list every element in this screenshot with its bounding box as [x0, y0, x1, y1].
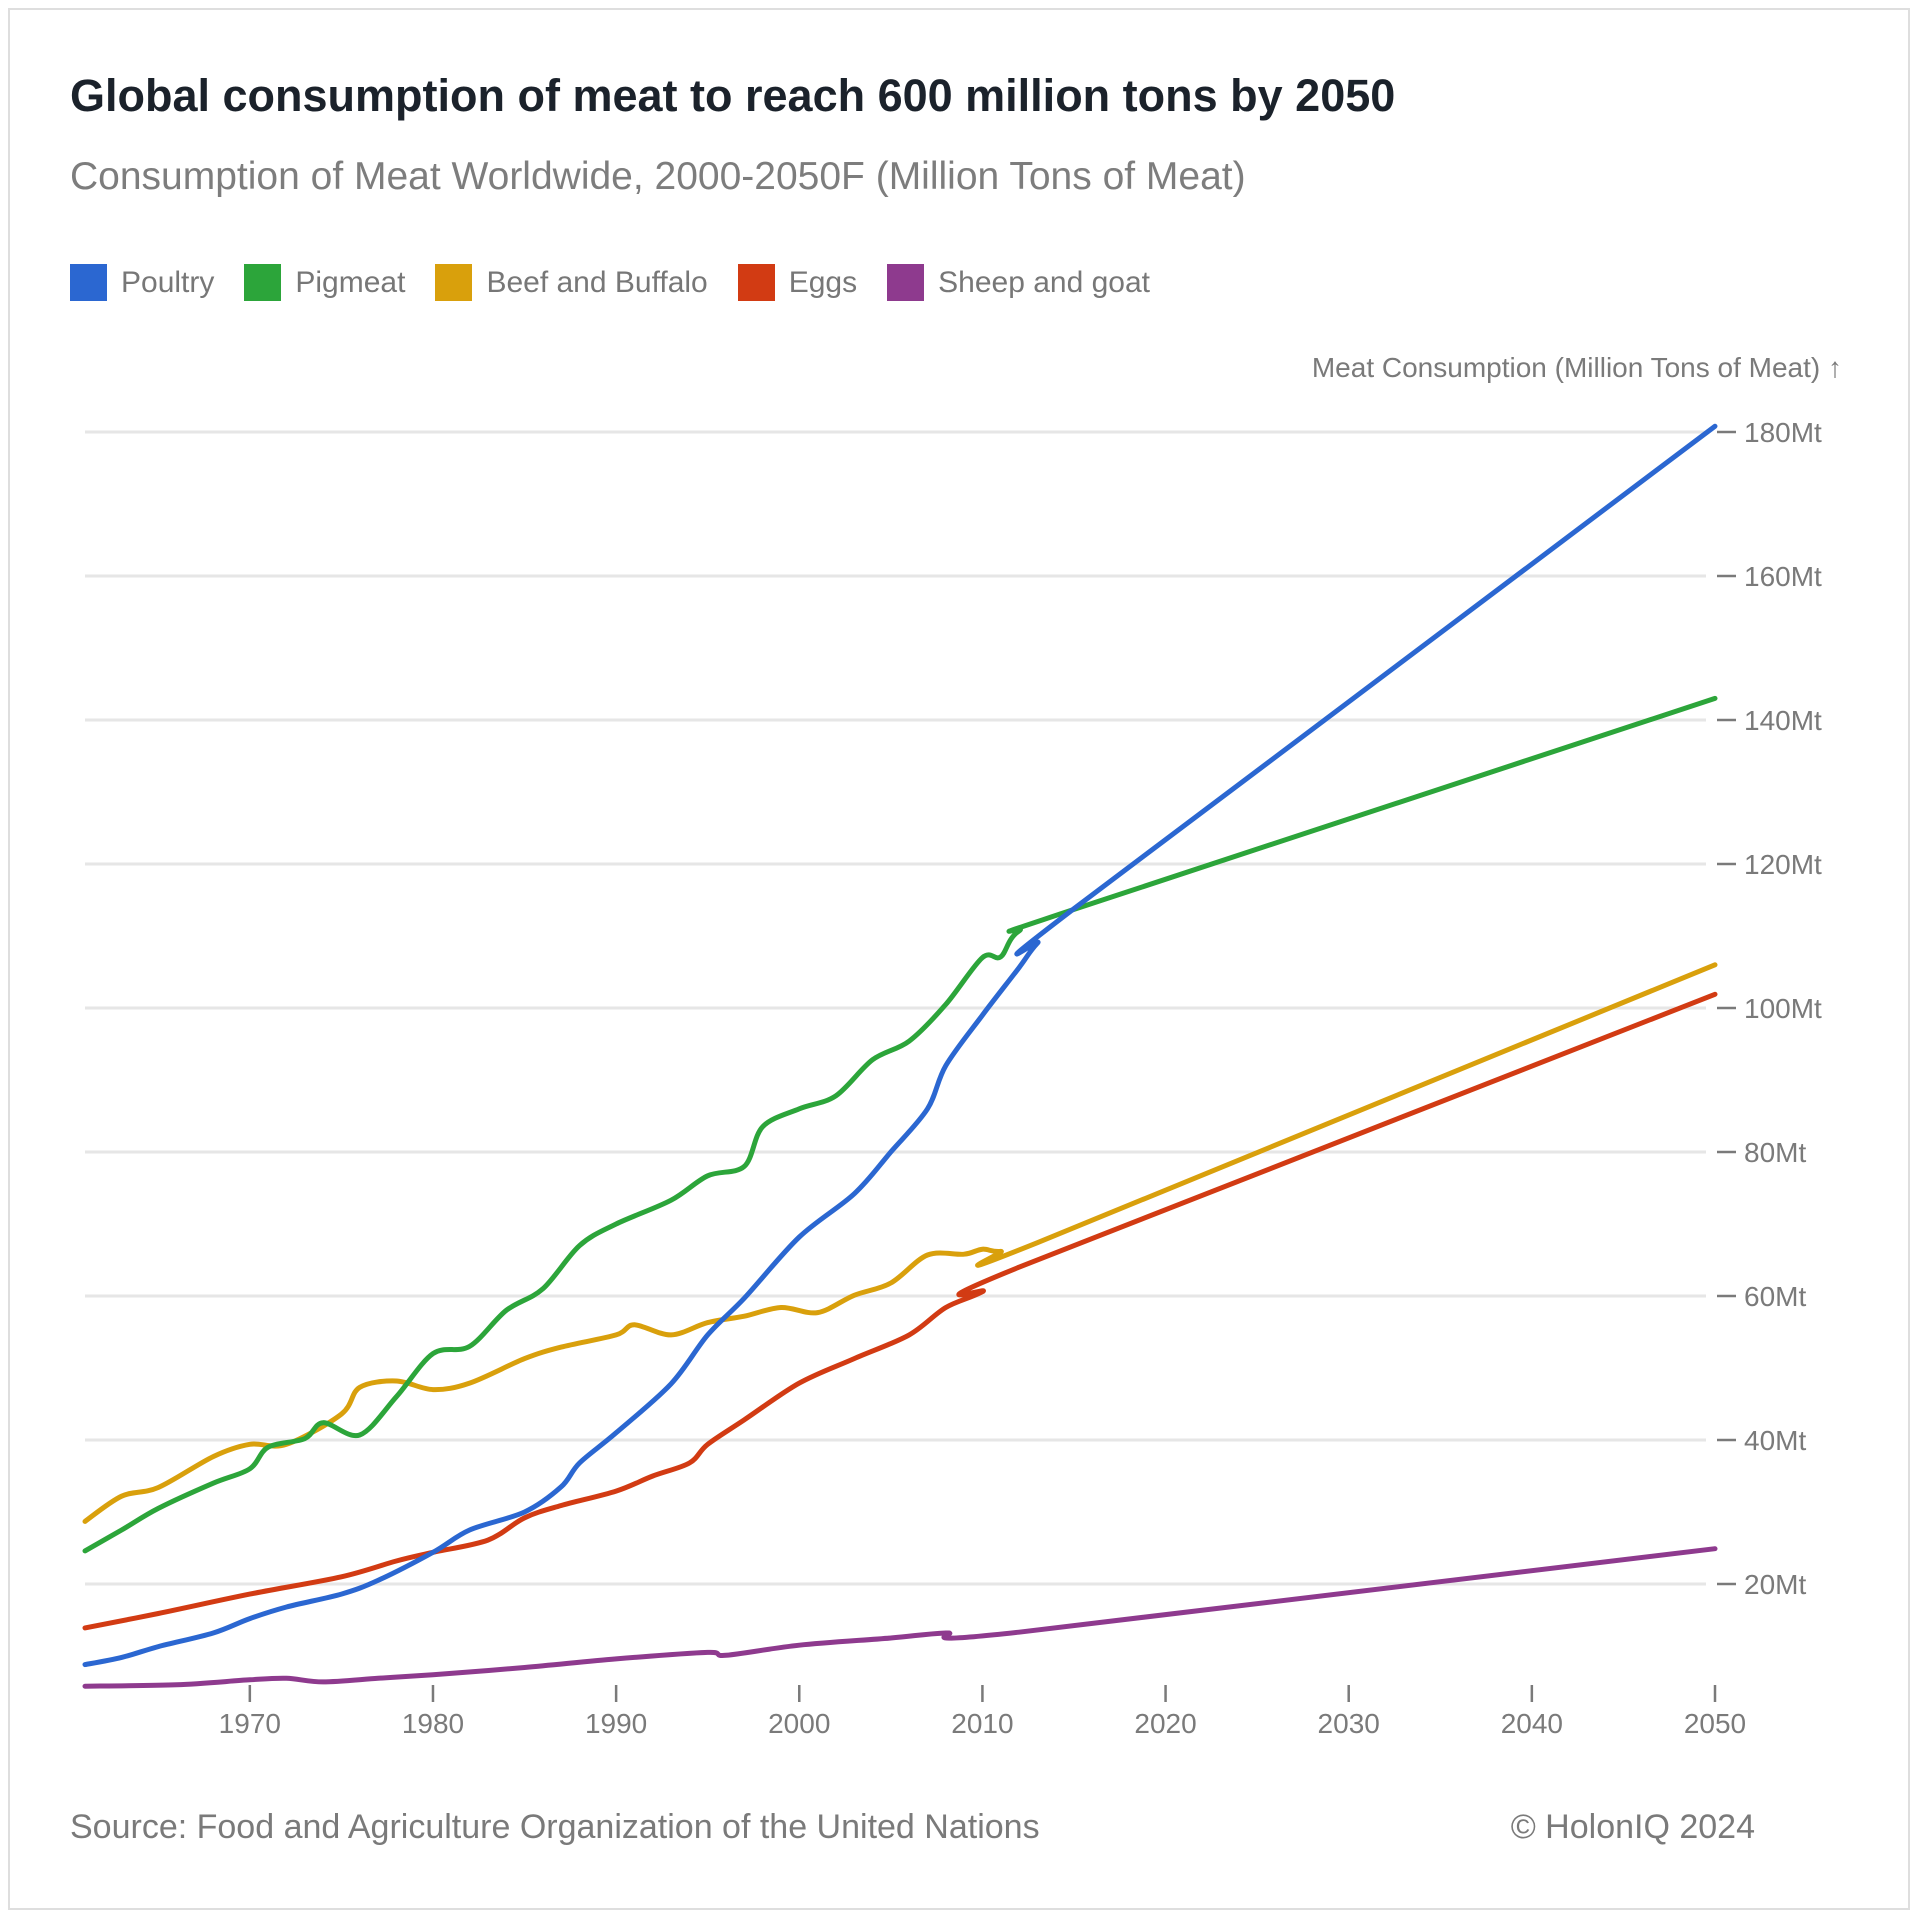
legend: Poultry Pigmeat Beef and Buffalo Eggs Sh…	[70, 264, 1180, 301]
x-tick-label: 2050	[1684, 1708, 1746, 1739]
legend-label: Sheep and goat	[938, 265, 1150, 299]
legend-item-poultry[interactable]: Poultry	[70, 264, 214, 301]
chart-card	[8, 8, 1910, 1910]
legend-label: Pigmeat	[295, 265, 406, 299]
legend-item-pigmeat[interactable]: Pigmeat	[244, 264, 405, 301]
x-tick-label: 1970	[219, 1708, 281, 1739]
x-tick-label: 2020	[1134, 1708, 1196, 1739]
x-axis: 1970 1980 1990 2000 2010 2020 2030 2040 2050	[219, 1685, 1746, 1739]
y-tick-label: 140Mt	[1744, 705, 1822, 736]
series-lines	[82, 423, 1718, 1689]
legend-label: Beef and Buffalo	[486, 265, 708, 299]
legend-item-beef-and-buffalo[interactable]: Beef and Buffalo	[435, 264, 708, 301]
series-line-beef-and-buffalo[interactable]	[82, 962, 1718, 1524]
legend-swatch-sheep-and-goat	[887, 264, 925, 301]
series-line-poultry[interactable]	[82, 423, 1718, 1668]
x-tick-label: 1980	[402, 1708, 464, 1739]
legend-item-sheep-and-goat[interactable]: Sheep and goat	[887, 264, 1150, 301]
y-tick-label: 80Mt	[1744, 1137, 1806, 1168]
y-tick-label: 100Mt	[1744, 993, 1822, 1024]
legend-swatch-beef-and-buffalo	[435, 264, 473, 301]
source-note: Source: Food and Agriculture Organizatio…	[70, 1808, 1040, 1846]
series-line-pigmeat[interactable]	[82, 695, 1718, 1554]
series-line-sheep-and-goat[interactable]	[82, 1546, 1718, 1689]
chart-subtitle: Consumption of Meat Worldwide, 2000-2050…	[70, 155, 1246, 198]
y-axis-title: Meat Consumption (Million Tons of Meat) …	[1311, 352, 1842, 383]
chart-title: Global consumption of meat to reach 600 …	[70, 70, 1396, 121]
x-tick-label: 2030	[1318, 1708, 1380, 1739]
y-tick-label: 160Mt	[1744, 561, 1822, 592]
x-tick-label: 1990	[585, 1708, 647, 1739]
y-tick-label: 40Mt	[1744, 1425, 1806, 1456]
x-tick-label: 2010	[951, 1708, 1013, 1739]
x-tick-label: 2000	[768, 1708, 830, 1739]
y-tick-label: 20Mt	[1744, 1569, 1806, 1600]
y-axis: 20Mt 40Mt 60Mt 80Mt 100Mt 120Mt 140Mt 160Mt 180M…	[1717, 417, 1822, 1600]
legend-label: Poultry	[121, 265, 215, 299]
legend-swatch-poultry	[70, 264, 107, 301]
legend-swatch-pigmeat	[244, 264, 282, 301]
y-tick-label: 120Mt	[1744, 849, 1822, 880]
legend-swatch-eggs	[737, 264, 775, 301]
legend-label: Eggs	[788, 265, 858, 299]
series-line-eggs[interactable]	[82, 991, 1718, 1631]
legend-item-eggs[interactable]: Eggs	[737, 264, 858, 301]
copyright-note: © HolonIQ 2024	[1510, 1808, 1755, 1846]
y-tick-label: 180Mt	[1744, 417, 1822, 448]
y-tick-label: 60Mt	[1744, 1281, 1806, 1312]
gridlines	[85, 430, 1706, 1586]
x-tick-label: 2040	[1501, 1708, 1563, 1739]
